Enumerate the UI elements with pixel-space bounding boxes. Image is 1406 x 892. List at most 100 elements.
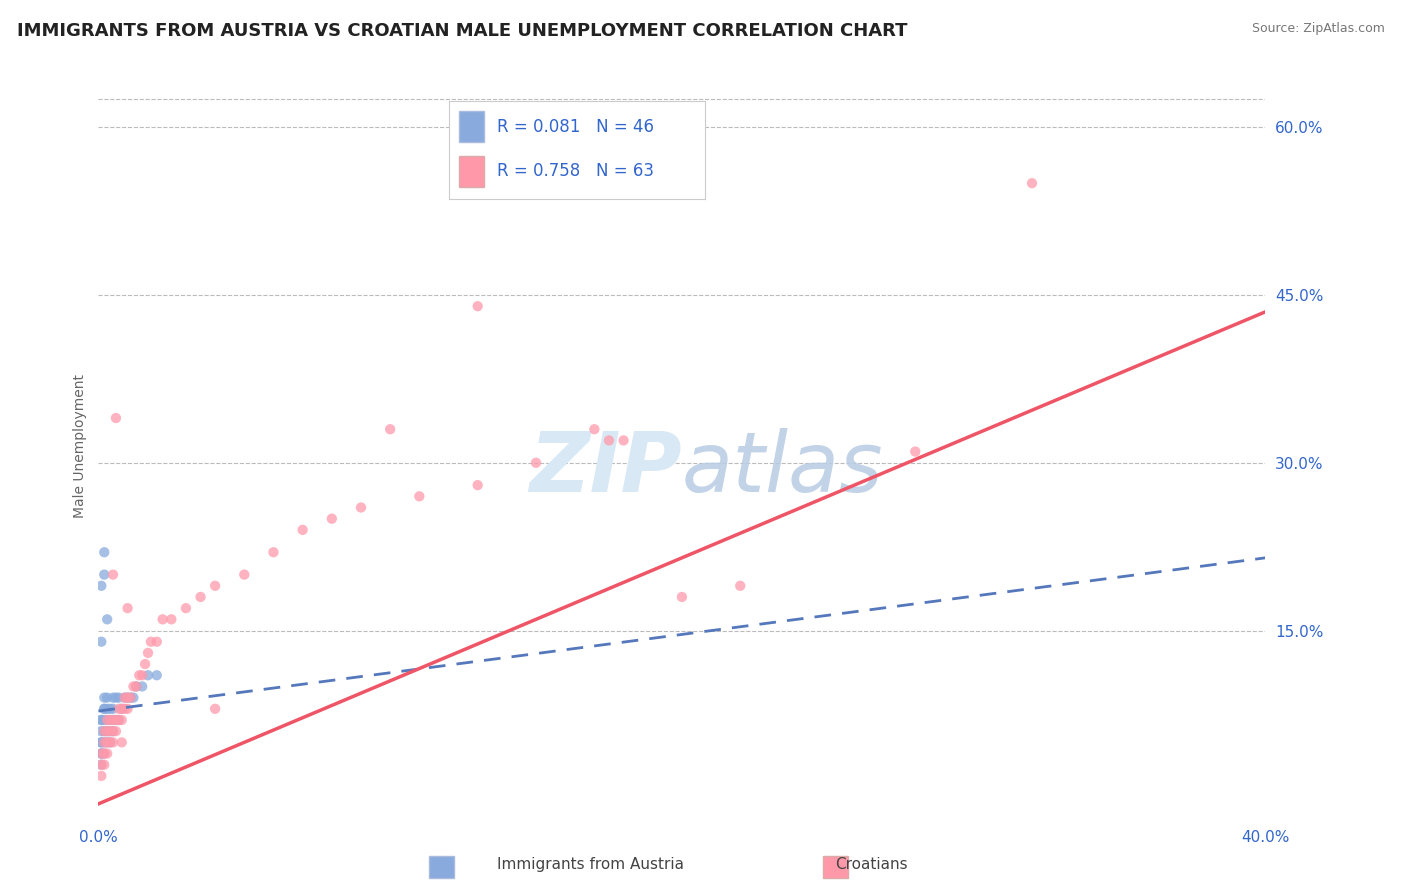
Text: Croatians: Croatians	[835, 857, 908, 872]
Point	[111, 735, 134, 749]
Point	[117, 601, 139, 615]
Point	[93, 724, 115, 739]
Point	[96, 690, 118, 705]
Point	[90, 747, 112, 761]
Point	[583, 422, 606, 436]
Point	[93, 702, 115, 716]
Point	[233, 567, 256, 582]
Point	[93, 757, 115, 772]
Point	[101, 702, 124, 716]
Bar	[458, 112, 485, 142]
Point	[128, 668, 150, 682]
Point	[146, 634, 169, 648]
Point	[524, 456, 547, 470]
Point	[93, 713, 115, 727]
Point	[101, 713, 124, 727]
Point	[96, 724, 118, 739]
Point	[98, 735, 121, 749]
Point	[90, 747, 112, 761]
Point	[114, 702, 136, 716]
Text: IMMIGRANTS FROM AUSTRIA VS CROATIAN MALE UNEMPLOYMENT CORRELATION CHART: IMMIGRANTS FROM AUSTRIA VS CROATIAN MALE…	[17, 22, 907, 40]
Point	[120, 690, 142, 705]
Point	[96, 612, 118, 626]
Point	[146, 668, 169, 682]
Point	[101, 724, 124, 739]
Point	[190, 590, 212, 604]
Point	[262, 545, 284, 559]
Point	[108, 690, 131, 705]
Point	[90, 713, 112, 727]
Point	[93, 545, 115, 559]
Point	[1021, 176, 1043, 190]
Point	[90, 757, 112, 772]
Point	[101, 724, 124, 739]
Point	[612, 434, 634, 448]
Point	[90, 634, 112, 648]
Point	[117, 690, 139, 705]
Point	[101, 690, 124, 705]
Point	[114, 690, 136, 705]
Point	[93, 567, 115, 582]
Point	[671, 590, 693, 604]
Point	[98, 713, 121, 727]
Point	[98, 724, 121, 739]
Point	[122, 680, 145, 694]
Point	[96, 735, 118, 749]
Point	[174, 601, 197, 615]
Point	[98, 724, 121, 739]
Point	[101, 713, 124, 727]
Point	[90, 757, 112, 772]
Point	[93, 735, 115, 749]
Point	[93, 702, 115, 716]
Point	[904, 444, 927, 458]
Point	[98, 713, 121, 727]
Point	[96, 735, 118, 749]
Point	[90, 769, 112, 783]
Point	[96, 713, 118, 727]
Text: R = 0.081   N = 46: R = 0.081 N = 46	[498, 118, 654, 136]
Point	[380, 422, 402, 436]
Point	[131, 668, 153, 682]
Text: atlas: atlas	[682, 428, 883, 509]
Point	[90, 735, 112, 749]
Point	[98, 702, 121, 716]
Point	[291, 523, 314, 537]
Point	[111, 702, 134, 716]
Point	[350, 500, 373, 515]
Point	[96, 713, 118, 727]
Text: R = 0.758   N = 63: R = 0.758 N = 63	[498, 162, 654, 180]
Point	[204, 702, 226, 716]
Point	[104, 690, 127, 705]
Point	[101, 735, 124, 749]
Point	[90, 724, 112, 739]
Point	[104, 724, 127, 739]
Point	[598, 434, 620, 448]
Y-axis label: Male Unemployment: Male Unemployment	[73, 374, 87, 518]
Point	[101, 567, 124, 582]
Text: Immigrants from Austria: Immigrants from Austria	[496, 857, 685, 872]
Point	[136, 646, 159, 660]
Point	[152, 612, 174, 626]
Point	[111, 713, 134, 727]
Point	[467, 478, 489, 492]
Point	[730, 579, 752, 593]
Point	[98, 735, 121, 749]
Point	[96, 724, 118, 739]
Point	[90, 735, 112, 749]
Point	[93, 747, 115, 761]
Point	[131, 680, 153, 694]
Point	[93, 747, 115, 761]
Point	[134, 657, 156, 671]
Point	[104, 713, 127, 727]
Point	[104, 713, 127, 727]
Point	[321, 511, 343, 525]
Point	[90, 579, 112, 593]
Point	[93, 690, 115, 705]
Point	[117, 702, 139, 716]
Point	[96, 747, 118, 761]
Point	[117, 690, 139, 705]
Point	[139, 634, 162, 648]
Point	[90, 713, 112, 727]
Text: Source: ZipAtlas.com: Source: ZipAtlas.com	[1251, 22, 1385, 36]
Point	[96, 702, 118, 716]
